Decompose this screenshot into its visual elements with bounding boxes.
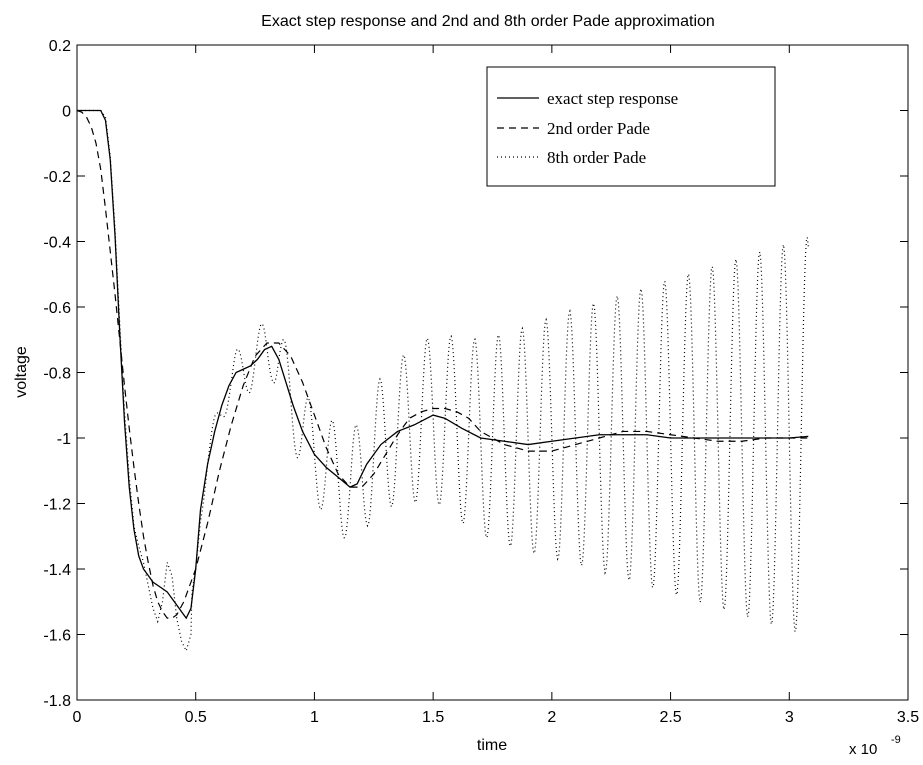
chart-title: Exact step response and 2nd and 8th orde… xyxy=(261,13,715,30)
y-tick-label: -1.6 xyxy=(43,628,71,645)
y-tick-labels: 0.2 0 -0.2 -0.4 -0.6 -0.8 -1 -1.2 -1.4 -1.6 -1.8 xyxy=(43,38,71,710)
x-tick-label: 0 xyxy=(73,709,82,726)
x-tick-labels: 0 0.5 1 1.5 2 2.5 3 3.5 xyxy=(73,709,920,726)
y-tick-label: -1 xyxy=(57,431,71,448)
y-tick-label: -0.6 xyxy=(43,300,71,317)
legend-label-8th: 8th order Pade xyxy=(547,148,646,167)
x-axis-label: time xyxy=(477,737,507,754)
series-layer xyxy=(76,109,809,653)
x-scale-multiplier: x 10 -9 xyxy=(849,734,901,758)
x-tick-label: 2 xyxy=(547,709,556,726)
legend: exact step response 2nd order Pade 8th o… xyxy=(486,66,776,187)
y-axis-label: voltage xyxy=(13,346,30,398)
y-tick-label: -0.4 xyxy=(43,235,71,252)
x-tick-label: 1 xyxy=(310,709,319,726)
y-tick-label: -0.8 xyxy=(43,366,71,383)
y-tick-label: -1.2 xyxy=(43,497,71,514)
y-tick-label: -1.4 xyxy=(43,562,71,579)
legend-label-2nd: 2nd order Pade xyxy=(547,119,650,138)
x-tick-label: 1.5 xyxy=(422,709,444,726)
series-exact-step-response xyxy=(77,109,809,620)
y-tick-label: -0.2 xyxy=(43,169,71,186)
y-tick-label: 0 xyxy=(62,104,71,121)
y-tick-label: -1.8 xyxy=(43,693,71,710)
x-tick-label: 0.5 xyxy=(185,709,207,726)
x-multiplier-base: x 10 xyxy=(849,741,877,758)
y-tick-label: 0.2 xyxy=(49,38,71,55)
x-tick-label: 2.5 xyxy=(659,709,681,726)
x-tick-label: 3 xyxy=(785,709,794,726)
legend-box xyxy=(486,66,776,187)
x-tick-label: 3.5 xyxy=(897,709,919,726)
x-multiplier-exponent: -9 xyxy=(891,734,901,746)
legend-label-exact: exact step response xyxy=(547,89,678,108)
series-2nd-order-pade xyxy=(76,109,809,619)
